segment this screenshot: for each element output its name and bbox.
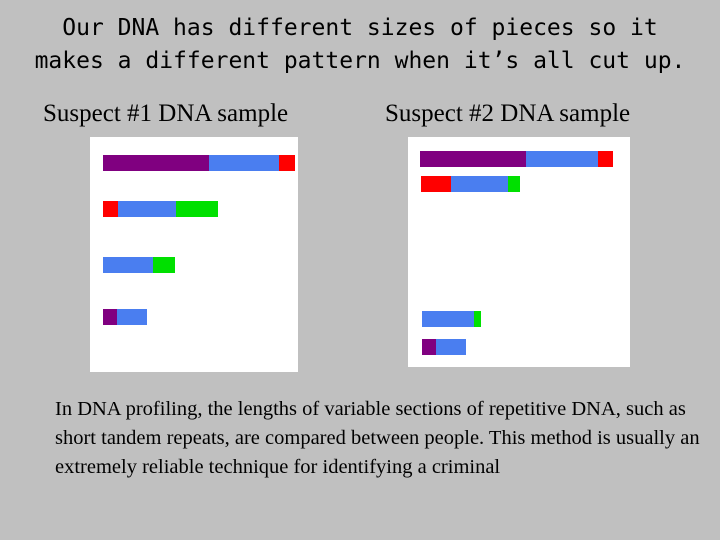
suspect-1-gel-panel — [90, 137, 298, 372]
dna-fragment-band — [103, 257, 175, 273]
blue-segment — [117, 309, 147, 325]
blue-segment — [103, 257, 153, 273]
red-segment — [279, 155, 295, 171]
dna-fragment-band — [103, 201, 218, 217]
blue-segment — [451, 176, 508, 192]
red-segment — [598, 151, 613, 167]
green-segment — [153, 257, 175, 273]
blue-segment — [209, 155, 279, 171]
caption-text: In DNA profiling, the lengths of variabl… — [55, 398, 700, 478]
red-segment — [103, 201, 118, 217]
blue-segment — [422, 311, 474, 327]
red-segment — [421, 176, 451, 192]
green-segment — [474, 311, 481, 327]
suspect-2-gel-panel — [408, 137, 630, 367]
purple-segment — [103, 309, 117, 325]
blue-segment — [526, 151, 598, 167]
green-segment — [176, 201, 218, 217]
dna-fragment-band — [421, 176, 520, 192]
purple-segment — [422, 339, 436, 355]
dna-fragment-band — [103, 155, 295, 171]
purple-segment — [103, 155, 209, 171]
suspect-1-label: Suspect #1 DNA sample — [43, 100, 289, 127]
suspect-2-label: Suspect #2 DNA sample — [385, 100, 631, 127]
purple-segment — [420, 151, 526, 167]
dna-fragment-band — [422, 339, 466, 355]
dna-fragment-band — [420, 151, 613, 167]
green-segment — [508, 176, 520, 192]
slide-title: Our DNA has different sizes of pieces so… — [34, 15, 686, 74]
blue-segment — [118, 201, 176, 217]
dna-fragment-band — [103, 309, 147, 325]
blue-segment — [436, 339, 466, 355]
dna-fragment-band — [422, 311, 481, 327]
